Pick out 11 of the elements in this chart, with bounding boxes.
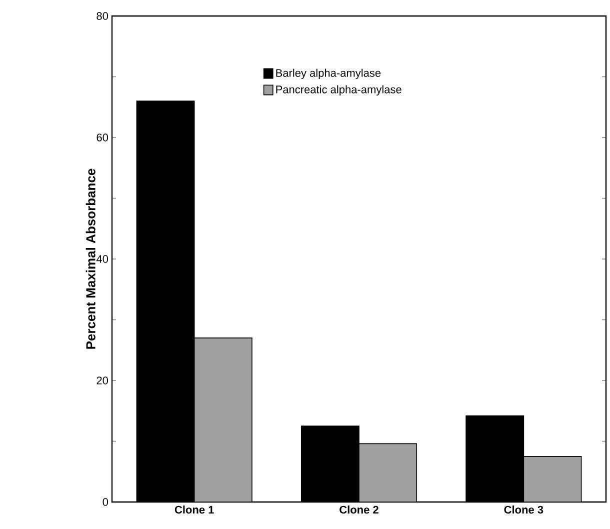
legend-label: Barley alpha-amylase — [276, 68, 381, 80]
y-tick-label: 60 — [96, 134, 108, 142]
y-tick-label: 0 — [102, 498, 108, 506]
legend-label: Pancreatic alpha-amylase — [276, 85, 402, 96]
x-tick-label: Clone 1 — [174, 506, 214, 514]
y-axis-title: Percent Maximal Absorbance — [86, 168, 96, 349]
y-tick-label: 20 — [96, 376, 108, 384]
y-tick-label: 80 — [96, 12, 108, 20]
x-tick-label: Clone 3 — [504, 506, 544, 514]
x-tick-label: Clone 2 — [340, 506, 378, 514]
y-tick-label: 40 — [96, 255, 108, 263]
